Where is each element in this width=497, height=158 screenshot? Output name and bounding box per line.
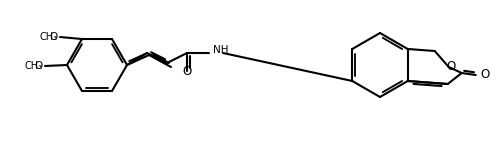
Text: NH: NH: [213, 45, 229, 55]
Text: CH₃: CH₃: [40, 32, 58, 42]
Text: O: O: [35, 61, 43, 71]
Text: O: O: [182, 65, 192, 78]
Text: O: O: [50, 32, 58, 42]
Text: O: O: [481, 69, 490, 82]
Text: O: O: [446, 61, 455, 73]
Text: CH₃: CH₃: [25, 61, 43, 71]
